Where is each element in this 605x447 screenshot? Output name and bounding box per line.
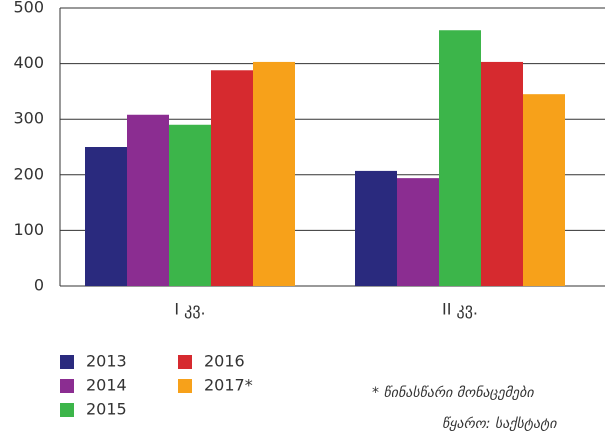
bar — [211, 70, 253, 286]
x-tick-label: II კვ. — [442, 300, 478, 319]
bar — [523, 94, 565, 287]
bar — [127, 114, 169, 286]
bar — [169, 124, 211, 286]
legend-swatch — [178, 379, 192, 393]
legend-label: 2014 — [86, 376, 127, 395]
legend-swatch — [60, 379, 74, 393]
y-tick-label: 300 — [13, 109, 44, 128]
y-tick-label: 0 — [34, 276, 44, 295]
y-tick-label: 500 — [13, 0, 44, 17]
legend-swatch — [60, 403, 74, 417]
bar — [397, 178, 439, 286]
x-tick-label: I კვ. — [174, 300, 205, 319]
bar — [355, 170, 397, 286]
footnote: * წინასწარი მონაცემები — [372, 384, 534, 401]
bar — [253, 61, 295, 286]
legend-label: 2017* — [204, 376, 253, 395]
source: წყარო: საქსტატი — [442, 415, 557, 432]
bar — [481, 61, 523, 286]
bar — [439, 30, 481, 286]
legend-swatch — [60, 355, 74, 369]
legend-label: 2013 — [86, 352, 127, 371]
legend-label: 2015 — [86, 400, 127, 419]
legend-swatch — [178, 355, 192, 369]
y-tick-label: 400 — [13, 53, 44, 72]
y-tick-label: 100 — [13, 220, 44, 239]
legend-label: 2016 — [204, 352, 245, 371]
bar — [85, 147, 127, 286]
y-tick-label: 200 — [13, 164, 44, 183]
